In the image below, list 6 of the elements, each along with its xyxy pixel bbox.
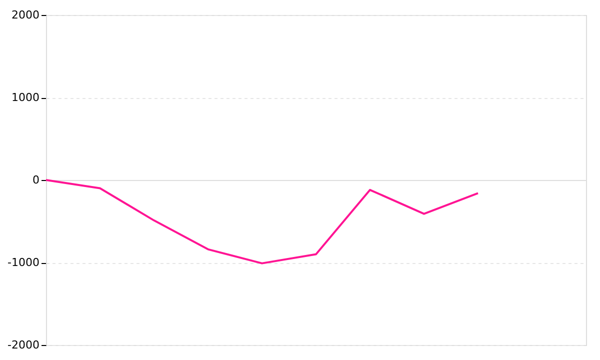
line-series bbox=[45, 179, 479, 264]
y-tick-label: -1000 bbox=[8, 256, 40, 269]
y-tick-label: 0 bbox=[32, 174, 40, 186]
y-tick-label: 1000 bbox=[12, 91, 40, 104]
y-tick-label: 2000 bbox=[12, 8, 40, 22]
y-tick-label: -2000 bbox=[8, 338, 40, 352]
